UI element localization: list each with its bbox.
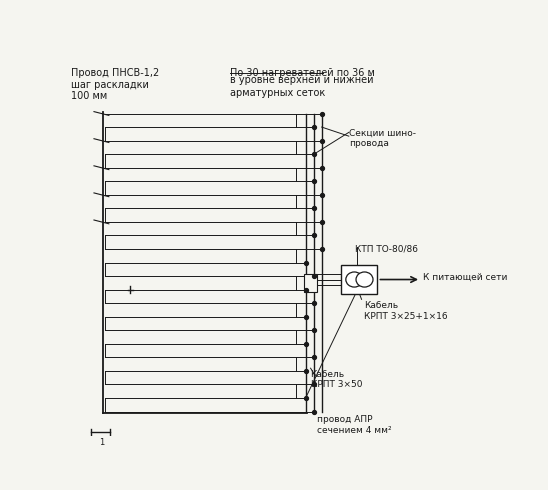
Text: Секции шино-
провода: Секции шино- провода: [349, 128, 416, 148]
Circle shape: [346, 272, 363, 287]
Text: К питающей сети: К питающей сети: [423, 273, 507, 282]
Text: Кабель
КРПТ 3×50: Кабель КРПТ 3×50: [311, 370, 362, 390]
Text: По 30 нагревателей по 36 м: По 30 нагревателей по 36 м: [230, 68, 375, 78]
Text: арматурных сеток: арматурных сеток: [230, 88, 325, 98]
Text: Провод ПНСВ-1,2
шаг раскладки
100 мм: Провод ПНСВ-1,2 шаг раскладки 100 мм: [71, 68, 159, 101]
Bar: [304, 274, 317, 292]
Circle shape: [356, 272, 373, 287]
Text: 1: 1: [99, 438, 104, 447]
Text: КТП ТО-80/86: КТП ТО-80/86: [355, 245, 418, 254]
Text: в уровне верхней и нижней: в уровне верхней и нижней: [230, 75, 373, 85]
Text: Кабель
КРПТ 3×25+1×16: Кабель КРПТ 3×25+1×16: [364, 301, 447, 320]
Text: провод АПР
сечением 4 мм²: провод АПР сечением 4 мм²: [317, 416, 392, 435]
Bar: [341, 266, 378, 294]
